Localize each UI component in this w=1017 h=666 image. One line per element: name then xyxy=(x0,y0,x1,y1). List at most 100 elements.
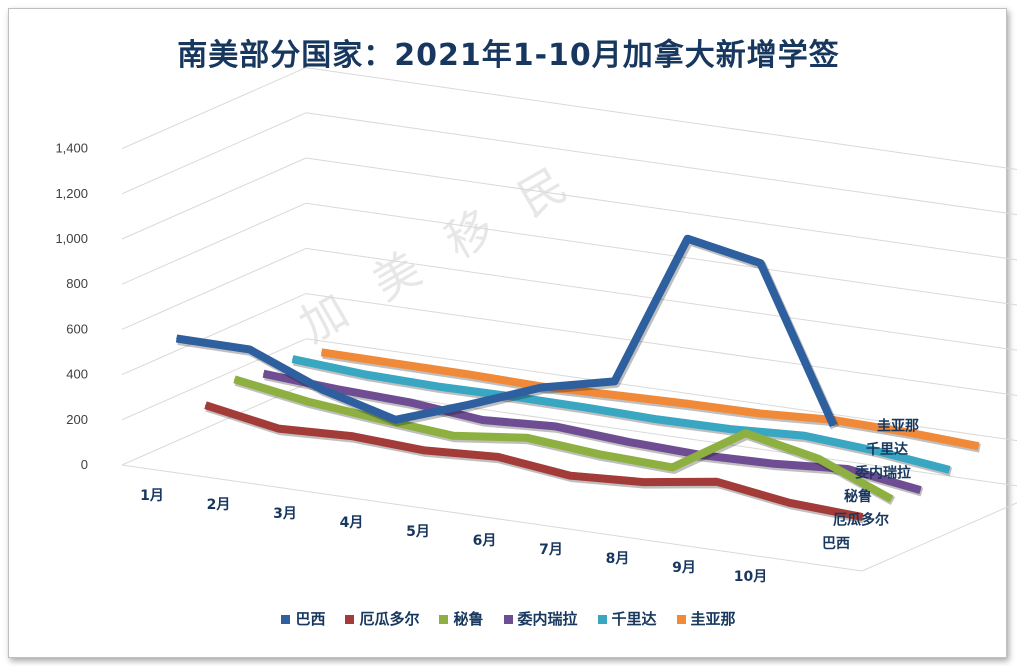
gridline-side xyxy=(121,112,307,195)
data-point xyxy=(424,449,425,451)
depth-axis: 巴西 厄瓜多尔 秘鲁 委内瑞拉 千里达 圭亚那 xyxy=(822,418,919,553)
series-line xyxy=(291,355,951,474)
legend-swatch xyxy=(676,615,686,624)
data-point xyxy=(394,362,395,364)
series-line xyxy=(204,401,864,522)
depth-tick-label: 厄瓜多尔 xyxy=(833,512,889,529)
data-point xyxy=(453,435,454,437)
data-point xyxy=(278,428,279,430)
data-point xyxy=(847,468,848,470)
gridline-side xyxy=(121,293,307,376)
data-point xyxy=(599,453,600,455)
depth-tick-label: 巴西 xyxy=(822,536,850,552)
chart-frame xyxy=(8,8,1007,658)
gridline-back xyxy=(305,157,1017,261)
data-point xyxy=(760,262,761,264)
depth-tick-label: 委内瑞拉 xyxy=(854,465,911,482)
y-tick-label: 400 xyxy=(66,367,88,382)
data-point xyxy=(833,425,834,426)
chart-title: 南美部分国家：2021年1-10月加拿大新增学签 xyxy=(177,38,840,73)
legend-swatch xyxy=(439,615,449,624)
gridline-side xyxy=(121,338,307,421)
data-point xyxy=(570,475,571,477)
legend-label: 圭亚那 xyxy=(690,610,736,628)
x-axis: 1月 2月 3月 4月 5月 6月 7月 8月 9月 10月 xyxy=(140,488,767,585)
x-tick-label: 2月 xyxy=(207,497,231,513)
data-point xyxy=(467,373,468,375)
data-point xyxy=(716,481,717,483)
data-point xyxy=(482,419,483,421)
legend-swatch xyxy=(503,615,513,624)
data-point xyxy=(920,489,921,491)
data-point xyxy=(891,498,892,500)
gridline-side xyxy=(121,247,307,330)
depth-tick-label: 秘鲁 xyxy=(844,488,872,505)
x-tick-label: 9月 xyxy=(672,560,696,576)
series-layer xyxy=(175,234,981,524)
data-point xyxy=(657,418,658,420)
y-axis: 0 200 400 600 800 1,000 1,200 1,400 xyxy=(55,141,88,472)
data-point xyxy=(292,358,293,360)
legend-swatch xyxy=(597,615,607,624)
data-point xyxy=(205,404,206,406)
legend-item: 委内瑞拉 xyxy=(503,608,578,629)
x-tick-label: 8月 xyxy=(606,551,630,567)
data-point xyxy=(774,463,775,465)
gridline-side xyxy=(121,383,307,466)
legend-swatch xyxy=(345,615,355,624)
data-point xyxy=(351,435,352,437)
data-point xyxy=(380,418,381,420)
legend-label: 委内瑞拉 xyxy=(517,610,578,628)
legend-item: 圭亚那 xyxy=(676,608,736,629)
legend-label: 巴西 xyxy=(295,610,326,628)
data-point xyxy=(862,516,863,518)
series-5 xyxy=(291,355,953,477)
y-tick-label: 1,200 xyxy=(55,186,88,201)
data-point xyxy=(234,378,235,380)
series-line xyxy=(233,375,894,503)
data-point xyxy=(686,403,687,405)
depth-tick-label: 千里达 xyxy=(866,441,908,458)
legend-label: 千里达 xyxy=(611,610,657,628)
x-tick-label: 3月 xyxy=(273,506,297,522)
legend-item: 厄瓜多尔 xyxy=(345,608,419,629)
x-tick-label: 4月 xyxy=(340,515,364,531)
data-point xyxy=(643,481,644,483)
data-point xyxy=(803,435,804,437)
gridline-back xyxy=(305,67,1017,170)
gridline-back xyxy=(305,383,1017,487)
grid-lines xyxy=(121,67,1017,572)
data-point xyxy=(687,238,688,240)
data-point xyxy=(876,450,877,452)
x-tick-label: 5月 xyxy=(406,524,430,540)
gridline-side xyxy=(121,157,307,240)
data-point xyxy=(584,406,585,408)
series-line xyxy=(320,348,980,451)
gridline-back xyxy=(305,338,1017,442)
x-tick-label: 10月 xyxy=(734,569,767,585)
series-2 xyxy=(204,401,865,524)
data-point xyxy=(759,412,760,414)
data-point xyxy=(789,502,790,504)
legend-item: 千里达 xyxy=(597,608,657,629)
depth-tick-label: 圭亚那 xyxy=(877,418,919,435)
data-point xyxy=(818,458,819,460)
data-point xyxy=(555,425,556,427)
data-point xyxy=(613,394,614,396)
data-point xyxy=(949,469,950,471)
data-point xyxy=(526,437,527,439)
y-tick-label: 800 xyxy=(66,276,88,291)
series-3 xyxy=(233,375,896,506)
data-point xyxy=(249,348,250,350)
series-line xyxy=(175,234,838,428)
series-line xyxy=(262,369,922,494)
x-tick-label: 7月 xyxy=(539,542,563,558)
data-point xyxy=(628,441,629,443)
data-point xyxy=(497,456,498,458)
data-point xyxy=(409,401,410,403)
data-point xyxy=(365,374,366,375)
legend: 巴西 厄瓜多尔 秘鲁 委内瑞拉 千里达 圭亚那 xyxy=(0,608,1017,629)
data-point xyxy=(468,404,469,406)
y-tick-label: 600 xyxy=(66,321,88,336)
series-1 xyxy=(175,234,840,430)
